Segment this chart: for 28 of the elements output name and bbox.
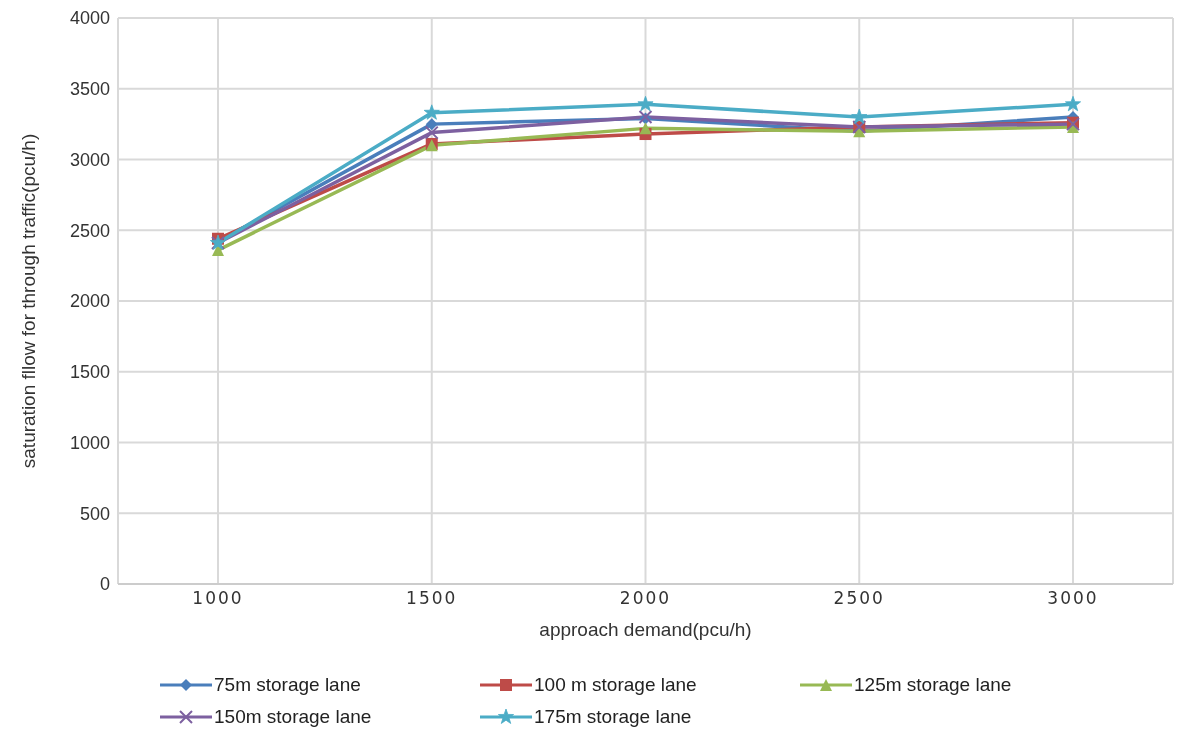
x-axis-title: approach demand(pcu/h) xyxy=(539,619,752,640)
legend-label: 175m storage lane xyxy=(534,706,692,728)
x-tick-label: 3000 xyxy=(1047,588,1099,609)
y-tick-label: 500 xyxy=(79,503,110,524)
y-tick-label: 0 xyxy=(99,574,110,595)
y-tick-label: 4000 xyxy=(69,8,110,29)
x-tick-label: 2000 xyxy=(619,588,672,609)
legend-label: 150m storage lane xyxy=(214,706,372,728)
legend-label: 125m storage lane xyxy=(854,674,1012,696)
point xyxy=(639,122,652,135)
point xyxy=(1064,95,1082,112)
y-tick-label: 3500 xyxy=(69,79,110,100)
y-axis-title: saturation fllow for through traffic(pcu/h) xyxy=(17,133,39,469)
point xyxy=(423,104,440,120)
point xyxy=(425,118,438,131)
point xyxy=(851,108,868,124)
y-tick-label: 2500 xyxy=(69,220,110,241)
point xyxy=(637,95,654,112)
y-tick-label: 1500 xyxy=(69,362,110,383)
y-tick-label: 2000 xyxy=(69,291,110,312)
x-tick-label: 1500 xyxy=(406,588,458,609)
y-tick-label: 1000 xyxy=(69,432,110,453)
legend-label: 100 m storage lane xyxy=(534,674,697,696)
x-tick-label: 2500 xyxy=(833,588,885,609)
y-tick-label: 3000 xyxy=(69,149,110,170)
legend-label: 75m storage lane xyxy=(214,674,361,696)
point xyxy=(424,125,439,140)
x-tick-label: 1000 xyxy=(192,588,244,609)
